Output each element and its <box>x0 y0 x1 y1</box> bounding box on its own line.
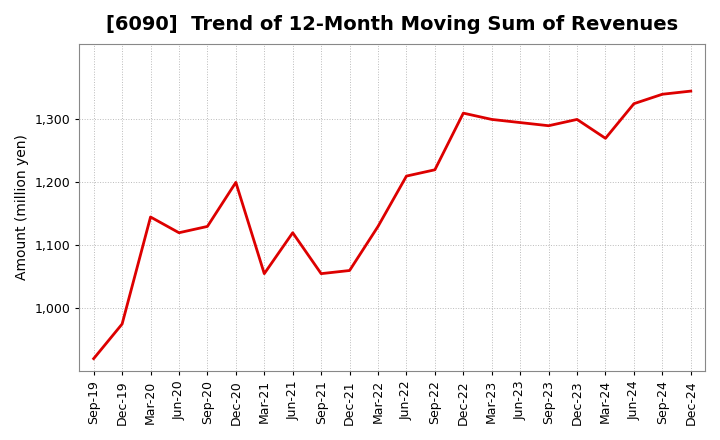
Y-axis label: Amount (million yen): Amount (million yen) <box>15 135 29 280</box>
Title: [6090]  Trend of 12-Month Moving Sum of Revenues: [6090] Trend of 12-Month Moving Sum of R… <box>106 15 678 34</box>
